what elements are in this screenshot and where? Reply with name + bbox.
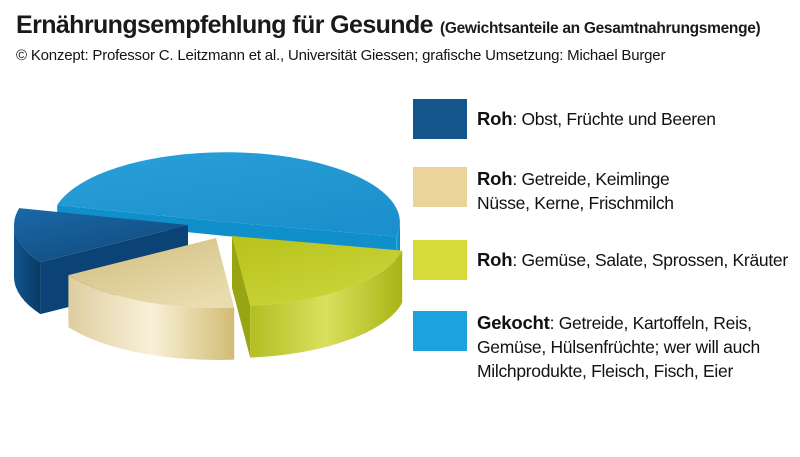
- title-suffix: (Gewichtsanteile an Gesamtnahrungsmenge): [439, 20, 761, 37]
- pie-slice-gemuese-rim-wall: [250, 250, 403, 358]
- pie-chart-3d: [13, 152, 403, 360]
- legend-item-gemuese: Roh: Gemüse, Salate, Sprossen, Kräuter: [413, 240, 788, 280]
- legend-label-gemuese: Roh: Gemüse, Salate, Sprossen, Kräuter: [477, 249, 788, 270]
- pie-slice-obst-rim-wall: [13, 225, 41, 315]
- credit-line: © Konzept: Professor C. Leitzmann et al.…: [16, 46, 666, 64]
- pie-slice-gemuese-cut-face: [232, 236, 251, 358]
- legend: Roh: Obst, Früchte und Beeren Roh: Getrei…: [413, 0, 800, 457]
- page-title: Ernährungsempfehlung für Gesunde (Gewicht…: [16, 11, 792, 40]
- pie-slice-gemuese: [232, 236, 403, 358]
- legend-label-getreide: Roh: Getreide, Keimlinge Nüsse, Kerne, Fr…: [477, 168, 674, 213]
- legend-swatch-gemuese: [413, 240, 467, 280]
- header: Ernährungsempfehlung für Gesunde (Gewicht…: [16, 11, 792, 64]
- pie-slice-getreide-top: [68, 238, 235, 308]
- legend-label-obst: Roh: Obst, Früchte und Beeren: [477, 108, 716, 129]
- legend-item-gekocht: Gekocht: Getreide, Kartoffeln, Reis, Gemü…: [413, 311, 760, 383]
- pie-slice-gemuese-top: [232, 236, 403, 306]
- pie-slice-gekocht-top: [57, 152, 400, 237]
- legend-item-obst: Roh: Obst, Früchte und Beeren: [413, 99, 716, 139]
- pie-slice-getreide-rim-wall: [68, 275, 235, 360]
- legend-label-gekocht: Gekocht: Getreide, Kartoffeln, Reis, Gemü…: [477, 312, 760, 381]
- legend-item-getreide: Roh: Getreide, Keimlinge Nüsse, Kerne, Fr…: [413, 167, 674, 215]
- legend-swatch-gekocht: [413, 311, 467, 351]
- title-text: Ernährungsempfehlung für Gesunde: [16, 11, 434, 39]
- legend-swatch-getreide: [413, 167, 467, 207]
- legend-swatch-obst: [413, 99, 467, 139]
- pie-slice-getreide: [68, 238, 235, 360]
- pie-slice-obst-top: [14, 208, 188, 263]
- pie-slice-gekocht-cut-face: [226, 222, 397, 251]
